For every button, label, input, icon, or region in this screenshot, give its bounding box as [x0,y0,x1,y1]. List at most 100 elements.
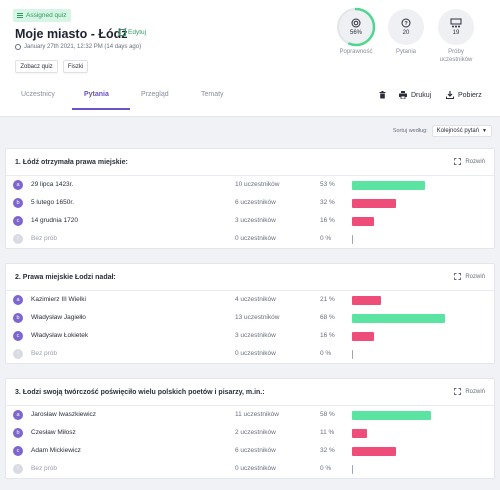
edit-icon [119,29,126,36]
tab-participants[interactable]: Uczestnicy [21,91,55,98]
answer-text: Czesław Miłosz [31,429,76,436]
answer-text: Bez prób [31,350,58,357]
tab-overview[interactable]: Przegląd [141,91,169,98]
answer-count: 2 uczestników [235,429,276,436]
sort-value: Kolejność pytań [436,128,480,134]
date-text: January 27th 2021, 12:32 PM (14 days ago… [24,44,142,50]
delete-button[interactable] [379,91,386,99]
answer-count: 6 uczestników [235,447,276,454]
answer-text: Władysław Łokietek [31,332,89,339]
answer-letter: a [13,295,23,305]
accuracy-ring [336,7,376,47]
view-quiz-button[interactable]: Zobacz quiz [15,60,58,73]
answer-percent: 16 % [320,217,335,224]
edit-link[interactable]: Edytuj [119,29,146,36]
answer-bar [352,429,368,438]
answer-percent: 16 % [320,332,335,339]
attempts-icon [450,18,462,28]
answer-percent: 32 % [320,447,335,454]
expand-icon [454,388,462,395]
trash-icon [379,91,386,99]
answer-letter: b [13,198,23,208]
sort-select[interactable]: Kolejność pytań ▼ [431,125,492,137]
answer-bar [352,447,396,456]
flashcards-button[interactable]: Fiszki [63,60,88,73]
answer-count: 6 uczestników [235,199,276,206]
question-header: 1. Łódź otrzymała prawa miejskie: Rozwiń [6,149,494,176]
attempts-value: 19 [452,30,460,36]
answer-percent: 32 % [320,199,335,206]
stat-accuracy: 56% Poprawność [336,7,376,57]
questions-circle: ? 20 [388,9,424,45]
questions-label: Pytania [395,49,416,55]
target-icon [351,18,361,28]
print-label: Drukuj [411,91,432,99]
tab-topics[interactable]: Tematy [201,91,224,98]
expand-button[interactable]: Rozwiń [454,273,485,280]
answer-percent: 53 % [320,181,335,188]
clock-icon [15,44,21,50]
answer-bar [352,350,353,359]
quiz-date: January 27th 2021, 12:32 PM (14 days ago… [15,44,141,50]
tab-questions[interactable]: Pytania [84,91,109,98]
list-icon [17,13,23,18]
answer-count: 11 uczestników [235,411,279,418]
answer-row: b 5 lutego 1650r. 6 uczestników 32 % [6,194,494,212]
no-attempt-icon: ! [13,234,23,244]
page-title: Moje miasto - Łódź [15,27,128,41]
stat-attempts: 19 Próby uczestników [436,9,476,64]
answer-bar [352,465,353,474]
answer-percent: 21 % [320,296,335,303]
active-tab-indicator [72,108,130,110]
question-icon: ? [401,18,411,28]
answer-count: 0 uczestników [235,465,276,472]
printer-icon [399,91,407,99]
answer-text: Jarosław Iwaszkiewicz [31,411,97,418]
download-label: Pobierz [458,91,482,99]
answer-row: a 29 lipca 1423r. 10 uczestników 53 % [6,176,494,194]
assigned-quiz-badge: Assigned quiz [13,9,72,22]
answer-row: c Władysław Łokietek 3 uczestników 16 % [6,327,494,345]
answer-row: c 14 grudnia 1720 3 uczestników 16 % [6,212,494,230]
answer-letter: c [13,446,23,456]
answer-row: ! Bez prób 0 uczestników 0 % [6,460,494,478]
answer-percent: 0 % [320,350,332,357]
attempts-label: Próby uczestników [439,49,473,63]
expand-icon [454,273,462,280]
expand-label: Rozwiń [465,388,485,395]
download-icon [446,91,454,99]
answer-text: Kazimierz III Wielki [31,296,86,303]
tab-bar: Uczestnicy Pytania Przegląd Tematy Druku… [0,86,500,110]
question-header: 2. Prawa miejskie Łodzi nadał: Rozwiń [6,264,494,291]
answer-letter: b [13,313,23,323]
answer-count: 13 uczestników [235,314,280,321]
expand-button[interactable]: Rozwiń [454,388,485,395]
answer-letter: c [13,216,23,226]
expand-icon [454,158,462,165]
sort-control: Sortuj według: Kolejność pytań ▼ [393,125,492,137]
question-card: 3. Łodzi swoją twórczość poświęciło wiel… [5,378,495,479]
answer-bar [352,235,353,244]
quiz-header: Assigned quiz Moje miasto - Łódź Edytuj … [0,0,500,117]
no-attempt-icon: ! [13,464,23,474]
questions-value: 20 [402,30,410,36]
download-button[interactable]: Pobierz [446,91,482,99]
question-title: 2. Prawa miejskie Łodzi nadał: [15,273,116,281]
svg-text:?: ? [404,21,408,27]
answer-text: Władysław Jagiełło [31,314,86,321]
answer-letter: b [13,428,23,438]
print-button[interactable]: Drukuj [399,91,431,99]
answer-text: 29 lipca 1423r. [31,181,74,188]
answer-percent: 11 % [320,429,335,436]
answer-count: 4 uczestników [235,296,276,303]
answer-bar [352,314,446,323]
answer-bar [352,199,396,208]
expand-button[interactable]: Rozwiń [454,158,485,165]
badge-label: Assigned quiz [26,12,67,19]
answer-letter: a [13,410,23,420]
answer-bar [352,296,381,305]
question-title: 1. Łódź otrzymała prawa miejskie: [15,158,128,166]
answer-text: Adam Mickiewicz [31,447,81,454]
accuracy-circle: 56% [336,7,376,47]
answer-text: Bez prób [31,235,58,242]
